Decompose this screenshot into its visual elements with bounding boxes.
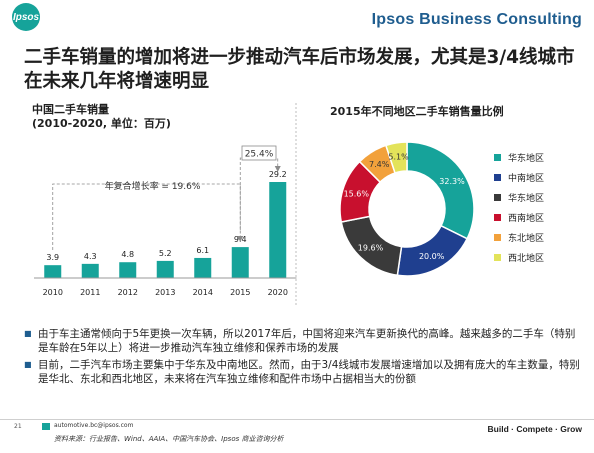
ipsos-logo: Ipsos (12, 3, 40, 31)
page-number: 21 (14, 423, 22, 430)
x-tick-label: 2020 (268, 288, 288, 297)
bullet-item: ■ 目前，二手汽车市场主要集中于华东及中南地区。然而，由于3/4线城市发展增速增… (24, 358, 584, 386)
legend-label: 西南地区 (508, 212, 544, 224)
mail-icon (42, 423, 50, 430)
donut-slice (396, 224, 469, 277)
legend-swatch (494, 214, 501, 221)
legend-label: 西北地区 (508, 252, 544, 264)
slide-title: 二手车销量的增加将进一步推动汽车后市场发展，尤其是3/4线城市在未来几年将增速明… (24, 47, 575, 92)
slice-value-label: 19.6% (358, 243, 384, 252)
legend-swatch (494, 254, 501, 261)
bar-value-label: 4.8 (121, 250, 134, 259)
footer-divider (0, 419, 594, 420)
legend-label: 华东地区 (508, 192, 544, 204)
bar-2012 (119, 262, 137, 278)
x-tick-label: 2015 (230, 288, 250, 297)
legend-label: 华东地区 (508, 152, 544, 164)
legend-label: 中南地区 (508, 172, 544, 184)
bullet-marker-icon: ■ (24, 360, 32, 369)
x-tick-label: 2012 (118, 288, 138, 297)
cagr-annotation: 年复合增长率 = 19.6% (105, 180, 201, 192)
bar-value-label: 6.1 (196, 246, 209, 255)
bar-chart-subtitle: (2010-2020, 单位：百万) (32, 117, 171, 130)
slice-value-label: 7.4% (369, 160, 390, 169)
legend-swatch (494, 194, 501, 201)
footer-email: automotive.bc@ipsos.com (54, 422, 134, 429)
legend-swatch (494, 154, 501, 161)
bar-value-label: 4.3 (84, 252, 97, 261)
bar-2015 (231, 247, 249, 278)
slice-value-label: 20.0% (419, 252, 445, 261)
bullet-item: ■ 由于车主通常倾向于5年更换一次车辆，所以2017年后，中国将迎来汽车更新换代… (24, 327, 584, 355)
charts-canvas: 3.920104.320114.820125.220136.120149.420… (34, 103, 544, 305)
cagr-bracket (52, 183, 241, 250)
bar-chart-title: 中国二手车销量 (32, 103, 109, 116)
bullet-text: 目前，二手汽车市场主要集中于华东及中南地区。然而，由于3/4线城市发展增速增加以… (38, 359, 580, 385)
x-tick-label: 2013 (155, 288, 175, 297)
bar-2013 (156, 260, 174, 278)
bullet-text: 由于车主通常倾向于5年更换一次车辆，所以2017年后，中国将迎来汽车更新换代的高… (38, 328, 576, 354)
bullet-marker-icon: ■ (24, 329, 32, 338)
donut-slice (406, 141, 475, 240)
x-tick-label: 2014 (193, 288, 213, 297)
bar-value-label: 29.2 (269, 170, 287, 179)
growth-box (241, 145, 277, 161)
brand-name: Ipsos Business Consulting (371, 11, 582, 28)
pie-chart-title: 2015年不同地区二手车销售量比例 (330, 105, 504, 118)
cagr-arrow-icon (237, 236, 244, 242)
tagline: Build · Compete · Grow (487, 424, 582, 434)
x-tick-label: 2010 (43, 288, 63, 297)
slice-value-label: 5.1% (388, 153, 409, 162)
growth-annotation: 25.4% (245, 150, 274, 160)
bar-2014 (194, 257, 212, 278)
bar-2010 (44, 265, 62, 278)
slice-value-label: 15.6% (344, 190, 370, 199)
donut-slice (384, 141, 408, 174)
legend-label: 东北地区 (508, 232, 544, 244)
source-note: 资料来源：行业报告、Wind、AAIA、中国汽车协会、Ipsos 商业咨询分析 (54, 435, 284, 443)
bar-value-label: 5.2 (159, 249, 172, 258)
bullet-list: ■ 由于车主通常倾向于5年更换一次车辆，所以2017年后，中国将迎来汽车更新换代… (24, 327, 584, 389)
bar-value-label: 3.9 (46, 253, 59, 262)
bar-chart-heading: 中国二手车销量 (2010-2020, 单位：百万) (32, 103, 171, 131)
bar-2011 (81, 263, 99, 278)
bar-2020 (269, 182, 287, 278)
legend-swatch (494, 234, 501, 241)
header: Ipsos Ipsos Business Consulting (0, 0, 594, 38)
x-tick-label: 2011 (80, 288, 100, 297)
slice-value-label: 32.3% (439, 177, 465, 186)
legend-swatch (494, 174, 501, 181)
growth-arrow-icon (274, 166, 281, 172)
